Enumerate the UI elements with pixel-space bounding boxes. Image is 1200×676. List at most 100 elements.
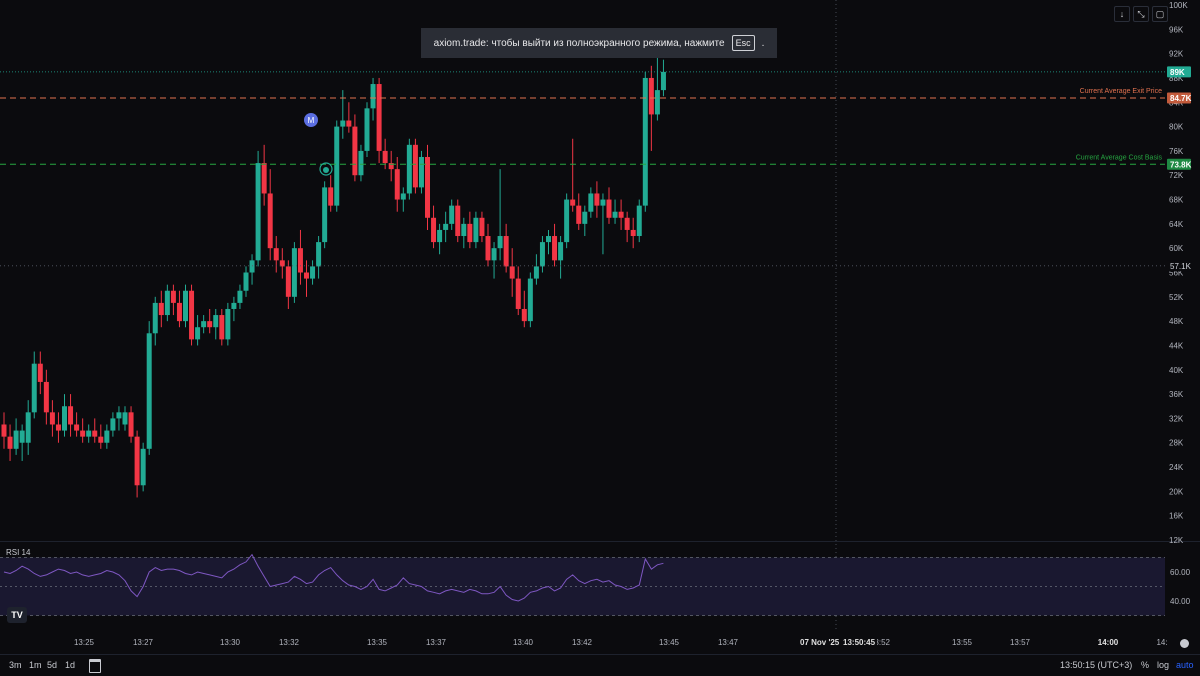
- time-tick-label: 13:57: [1010, 638, 1031, 647]
- candle: [116, 406, 122, 431]
- candle-body: [473, 217, 479, 243]
- candle: [310, 260, 316, 285]
- candle-body: [455, 205, 461, 237]
- candle: [352, 114, 358, 182]
- esc-key: Esc: [731, 35, 755, 51]
- candle: [346, 102, 352, 133]
- candle: [170, 284, 176, 316]
- candle-body: [183, 290, 188, 322]
- exit-price-title: Current Average Exit Price: [1080, 88, 1162, 95]
- calendar-icon[interactable]: [89, 659, 101, 673]
- candle-body: [267, 193, 273, 249]
- candle-body: [485, 236, 491, 261]
- candle-body: [376, 84, 382, 151]
- candle: [195, 315, 201, 346]
- candle-body: [225, 308, 231, 340]
- candle-body: [479, 217, 485, 237]
- candle: [388, 150, 394, 182]
- candle: [279, 248, 285, 279]
- candle: [473, 211, 479, 249]
- price-tick-label: 88K: [1169, 74, 1184, 83]
- candle: [164, 284, 170, 322]
- clock[interactable]: 13:50:15 (UTC+3): [1060, 660, 1133, 670]
- candle: [443, 211, 449, 243]
- time-tick-label: 13:25: [74, 638, 95, 647]
- candle: [110, 412, 116, 437]
- candle-body: [328, 187, 334, 206]
- candle-body: [19, 430, 25, 443]
- percent-toggle[interactable]: %: [1141, 660, 1150, 670]
- candle: [267, 169, 273, 261]
- time-tick-label: 13:47: [718, 638, 739, 647]
- candle-body: [152, 302, 158, 334]
- candle-body: [636, 205, 642, 237]
- candle-body: [55, 424, 61, 431]
- candle: [304, 260, 309, 297]
- candle-body: [515, 278, 521, 309]
- candle-body: [261, 163, 267, 194]
- rsi-label: RSI 14: [6, 548, 31, 557]
- auto-toggle[interactable]: auto: [1176, 660, 1194, 670]
- price-tick-label: 24K: [1169, 463, 1184, 472]
- candle-body: [1, 424, 7, 437]
- candle: [92, 418, 98, 443]
- download-icon[interactable]: ↓: [1114, 6, 1130, 22]
- candle-body: [291, 248, 297, 297]
- candle-body: [352, 126, 358, 176]
- money-bag-icon-core: [323, 167, 329, 173]
- candle-series: [1, 41, 666, 498]
- candle: [570, 138, 576, 212]
- rsi-line: [3, 553, 664, 602]
- settings-icon[interactable]: [1180, 639, 1189, 648]
- candle-body: [648, 77, 654, 115]
- time-tick-label: 13:32: [279, 638, 300, 647]
- candle-body: [527, 278, 533, 322]
- candle: [406, 138, 412, 200]
- candle: [322, 181, 328, 249]
- toast-text: axiom.trade: чтобы выйти из полноэкранно…: [433, 37, 725, 49]
- candle: [624, 211, 630, 243]
- candle: [152, 296, 158, 346]
- candle-body: [249, 260, 255, 273]
- candle: [128, 406, 134, 443]
- candle-body: [539, 242, 545, 267]
- candle: [527, 272, 533, 328]
- log-toggle[interactable]: log: [1157, 660, 1170, 670]
- candle-body: [497, 236, 503, 249]
- candle-body: [346, 120, 352, 127]
- price-tick-label: 32K: [1169, 414, 1184, 423]
- price-tick-label: 36K: [1169, 390, 1184, 399]
- candle-body: [62, 406, 67, 431]
- candle: [134, 430, 140, 498]
- candle: [1, 412, 7, 449]
- candle: [176, 290, 182, 328]
- crosshair-time-label: 13:50:45: [843, 638, 876, 647]
- timeframe-5d[interactable]: 5d: [47, 660, 58, 670]
- timeframe-3m[interactable]: 3m: [9, 660, 22, 670]
- candle: [273, 236, 279, 273]
- candle-body: [612, 211, 618, 218]
- candle: [455, 199, 461, 243]
- candle-body: [140, 448, 146, 486]
- timeframe-1m[interactable]: 1m: [29, 660, 42, 670]
- candle-body: [176, 302, 182, 322]
- price-tick-label: 80K: [1169, 123, 1184, 132]
- candle: [539, 236, 545, 273]
- price-tick-label: 56K: [1169, 269, 1184, 278]
- candle-body: [443, 223, 449, 230]
- candle: [31, 351, 37, 419]
- expand-icon[interactable]: ⤡: [1133, 6, 1149, 22]
- candle: [479, 211, 485, 243]
- crosshair-price-label: 57.1K: [1170, 262, 1192, 271]
- candle-body: [195, 327, 201, 340]
- tradingview-logo[interactable]: TV: [7, 607, 27, 623]
- candle-body: [388, 163, 394, 170]
- candle-body: [491, 248, 497, 261]
- timeframe-1d[interactable]: 1d: [65, 660, 76, 670]
- time-tick-label: 13:52: [870, 638, 891, 647]
- time-tick-label: 13:35: [367, 638, 388, 647]
- maximize-icon[interactable]: ▢: [1152, 6, 1168, 22]
- candle: [636, 199, 642, 243]
- candle: [74, 412, 80, 437]
